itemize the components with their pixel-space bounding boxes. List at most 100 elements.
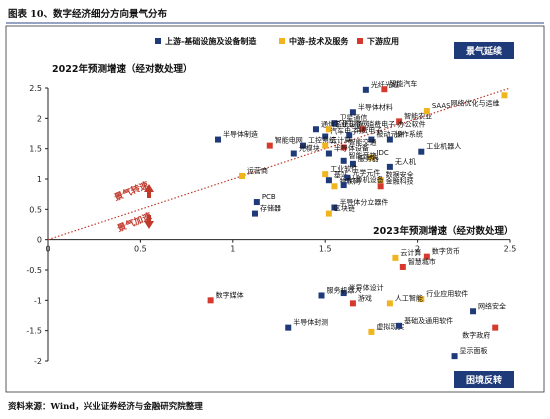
data-point-label: 网络安全 (478, 301, 506, 310)
data-point-marker (300, 142, 307, 149)
data-point-label: 光学元件 (352, 168, 380, 177)
data-point-label: 云计算 (330, 136, 351, 145)
data-point-marker (340, 182, 347, 189)
data-point-marker (418, 148, 425, 155)
data-point-marker (470, 308, 477, 315)
data-point-label: 消费电子 (354, 125, 382, 134)
trend-line (47, 87, 511, 241)
data-point-marker (207, 297, 214, 304)
tick-group: 0 0.5 1 1.5 2 2.5 -2 -1.5 -1 -0.5 0 0.5 1 1.5 2 2.5 (26, 84, 516, 366)
data-point-marker (349, 109, 356, 116)
x-tick-label: 0.5 (134, 245, 147, 254)
legend-swatch-upstream (155, 38, 161, 44)
data-point-label: 半导体设计 (349, 283, 384, 292)
y-tick-label: 2.5 (29, 84, 42, 93)
data-point-marker (396, 322, 403, 329)
y-axis-title: 2022年预测增速（经对数处理） (52, 63, 192, 75)
data-point-label: 工业互联网 (334, 119, 369, 128)
x-tick-label: 1 (230, 245, 235, 254)
x-tick-label: 2.5 (504, 245, 517, 254)
data-point-label: 显示面板 (460, 346, 488, 355)
data-point-label: IDC (376, 149, 388, 157)
data-point-marker (331, 120, 338, 127)
y-tick-label: -0.5 (26, 266, 42, 275)
data-point-label: 区块链 (334, 204, 355, 213)
data-point-marker (368, 136, 375, 143)
data-point-label: 通信系统设备 (321, 119, 363, 128)
up-arrow-icon (144, 184, 154, 198)
legend-swatch-downstream (357, 38, 363, 44)
data-point-label: 行业应用软件 (426, 289, 468, 298)
data-point-label: 存储器 (260, 204, 281, 213)
data-point-label: 游戏 (358, 293, 372, 302)
data-point-marker (340, 157, 347, 164)
data-point-marker (251, 210, 258, 217)
data-point-label: 云计算 (400, 248, 421, 257)
data-point-marker (423, 108, 430, 115)
data-point-marker (368, 154, 375, 161)
data-point-label: 光纤光缆 (371, 80, 399, 89)
data-point-marker (318, 292, 325, 299)
legend-swatch-midstream (279, 38, 285, 44)
data-point-label: 智慧城市 (408, 257, 436, 266)
y-tick-label: 0.5 (29, 205, 42, 214)
legend-label-upstream: 上游-基础设施及设备制造 (165, 36, 256, 46)
data-point-label: 数字媒体 (216, 290, 244, 299)
data-point-marker (377, 177, 384, 184)
data-point-marker (399, 263, 406, 270)
page-title: 图表 10、数字经济细分方向景气分布 (8, 8, 168, 20)
data-point-marker (285, 324, 292, 331)
data-point-label: 运营商 (247, 166, 268, 175)
data-point-label: 数字货币 (432, 247, 460, 256)
data-point-marker (266, 142, 273, 149)
data-point-label: 数字政府 (462, 331, 490, 340)
data-point-label: 物联网 (339, 176, 360, 185)
data-point-label: 工控系统 (308, 136, 336, 145)
bottom-box-label: 困境反转 (466, 374, 502, 386)
data-point-marker (368, 328, 375, 335)
data-point-marker (325, 126, 332, 133)
data-point-marker (362, 86, 369, 93)
data-point-marker (331, 183, 338, 190)
x-axis-title: 2023年预测增速（经对数处理） (373, 225, 513, 237)
y-tick-label: 1 (37, 175, 42, 184)
data-point-marker (492, 324, 499, 331)
plot-frame (5, 25, 545, 393)
data-point-marker (322, 133, 329, 140)
data-point-marker (346, 132, 353, 139)
data-point-label: 工业软件 (330, 164, 358, 173)
data-point-label: 消费电子-办公软件 (367, 119, 426, 128)
data-point-marker (331, 204, 338, 211)
data-point-label: SAAS (432, 102, 451, 110)
data-point-marker (344, 174, 351, 181)
data-point-marker (386, 136, 393, 143)
data-point-label: 金融科技 (386, 176, 414, 185)
data-point-marker (418, 296, 425, 303)
data-point-label: 基础及通用软件 (404, 316, 453, 325)
data-point-marker (290, 150, 297, 157)
data-point-label: 基站 (334, 170, 348, 179)
data-point-label: 卫星通信 (339, 113, 367, 122)
data-point-marker (359, 126, 366, 133)
data-point-marker (325, 210, 332, 217)
data-point-label: 半导体设备 (334, 144, 369, 153)
data-point-label: 数据安全 (386, 170, 414, 179)
data-point-label: 操作系统 (395, 130, 423, 139)
x-tick-label: 1.5 (319, 245, 332, 254)
data-point-marker (396, 118, 403, 125)
data-point-label: 汽车电子 (330, 127, 358, 136)
data-point-label: 网络优化与运维 (450, 98, 499, 107)
y-tick-label: -1 (34, 296, 42, 305)
data-point-label: 光模块 (299, 144, 320, 153)
data-point-marker (423, 253, 430, 260)
data-point-label: 服务器 (358, 154, 379, 163)
data-point-label: 智能汽车 (389, 79, 417, 88)
data-point-label: 半导体封测 (293, 318, 328, 327)
y-tick-label: 2 (37, 114, 42, 123)
data-point-marker (340, 290, 347, 297)
data-point-marker (392, 254, 399, 261)
y-tick-label: -2 (34, 357, 42, 366)
data-point-label: 智能农业 (404, 111, 432, 120)
